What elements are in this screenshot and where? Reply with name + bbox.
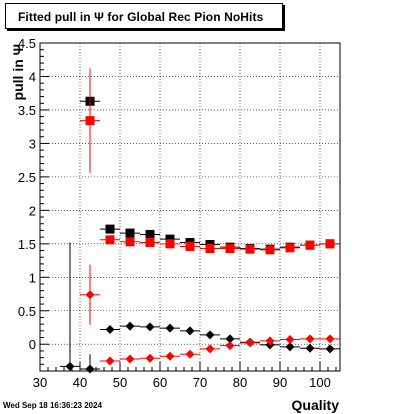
data-point-square [265,245,275,255]
data-point-diamond [325,344,335,354]
y-tick-label: 4 [29,69,36,84]
x-axis-label: Quality [292,397,340,413]
data-point-diamond [185,349,195,359]
data-marks [60,68,340,374]
x-tick-label: 30 [33,375,47,390]
y-tick-label: 0.5 [18,304,36,319]
timestamp-label: Wed Sep 18 16:36:23 2024 [3,401,103,410]
y-tick-label: 1.5 [18,237,36,252]
data-point-square [185,241,195,251]
y-axis-label: pull in Ψ [10,44,26,100]
data-point-square [285,243,295,253]
data-point-square [205,244,215,254]
y-tick-label: 2.5 [18,170,36,185]
y-tick-label: 0 [29,337,36,352]
data-point-diamond [185,326,195,336]
data-point-diamond [245,338,255,348]
data-point-diamond [285,342,295,352]
data-point-diamond [85,290,95,300]
data-point-diamond [125,354,135,364]
data-point-diamond [205,344,215,354]
x-tick-label: 40 [73,375,87,390]
y-tick-label: 3 [29,136,36,151]
data-point-diamond [85,364,95,374]
data-point-square [85,116,95,126]
x-tick-label: 80 [233,375,247,390]
data-point-diamond [225,334,235,344]
data-point-square [245,244,255,254]
data-point-square [305,240,315,250]
axis-tick-labels: 30 40 50 60 70 80 90 100 0 0.5 1 1.5 2 2.5 3 3.5 4 4.5 [18,36,331,390]
data-point-diamond [125,321,135,331]
axis-ticks [39,42,337,371]
data-point-diamond [205,330,215,340]
data-point-square [325,239,335,249]
y-tick-label: 3.5 [18,103,36,118]
data-point-square [105,224,115,234]
series-1 [80,68,340,255]
data-point-diamond [65,361,75,371]
data-point-diamond [105,356,115,366]
data-point-square [145,229,155,239]
x-tick-label: 60 [153,375,167,390]
data-point-diamond [145,322,155,332]
data-point-square [125,228,135,238]
chart-title: Fitted pull in Ψ for Global Rec Pion NoH… [18,10,264,24]
data-point-diamond [225,341,235,351]
data-point-square [125,237,135,247]
chart-title-box: Fitted pull in Ψ for Global Rec Pion NoH… [5,3,283,29]
y-tick-label: 1 [29,270,36,285]
data-point-diamond [285,335,295,345]
plot-frame [39,42,341,372]
data-point-diamond [305,343,315,353]
y-tick-label: 4.5 [18,36,36,51]
x-tick-label: 50 [113,375,127,390]
data-point-square [165,234,175,244]
data-point-diamond [145,353,155,363]
series-0 [80,96,340,254]
x-tick-label: 70 [193,375,207,390]
data-point-diamond [105,324,115,334]
data-point-diamond [325,334,335,344]
data-point-diamond [165,351,175,361]
series-2 [60,242,340,374]
data-point-square [105,235,115,245]
grid-lines [39,42,340,371]
data-point-diamond [265,336,275,346]
x-tick-label: 90 [273,375,287,390]
data-point-diamond [305,334,315,344]
y-tick-label: 2 [29,203,36,218]
x-tick-label: 100 [309,375,331,390]
series-3 [80,264,340,366]
data-point-square [165,239,175,249]
data-point-square [225,244,235,254]
data-point-diamond [165,323,175,333]
data-point-square [145,237,155,247]
